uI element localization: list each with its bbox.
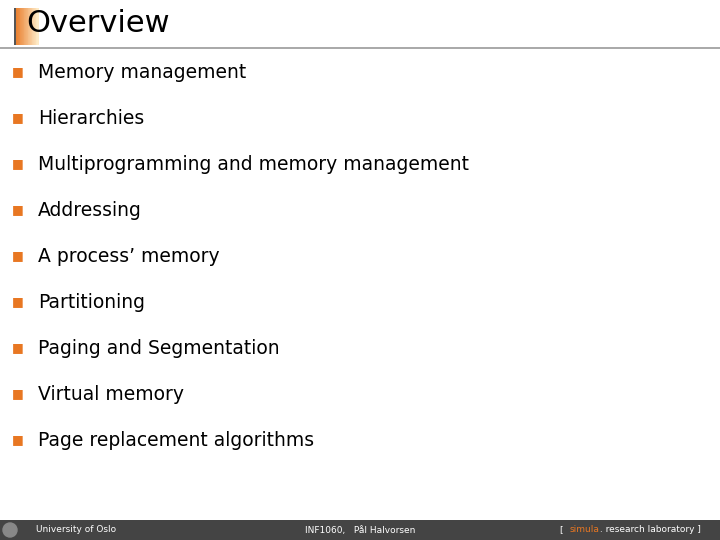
Text: ■: ■ xyxy=(12,111,24,125)
Text: ■: ■ xyxy=(12,434,24,447)
Circle shape xyxy=(3,523,17,537)
Bar xyxy=(23,8,24,45)
Text: [: [ xyxy=(559,525,566,535)
Bar xyxy=(22,8,23,45)
Text: ■: ■ xyxy=(12,249,24,262)
Bar xyxy=(25,8,27,45)
Bar xyxy=(32,8,34,45)
Bar xyxy=(31,8,32,45)
Text: Overview: Overview xyxy=(26,10,170,38)
Bar xyxy=(0,520,720,540)
Text: Virtual memory: Virtual memory xyxy=(38,384,184,403)
Bar xyxy=(17,8,19,45)
Bar xyxy=(27,8,28,45)
Bar xyxy=(34,8,35,45)
Bar xyxy=(24,8,26,45)
Text: . research laboratory ]: . research laboratory ] xyxy=(598,525,701,535)
Bar xyxy=(17,8,18,45)
Text: ■: ■ xyxy=(12,65,24,78)
Bar xyxy=(24,8,25,45)
Text: ■: ■ xyxy=(12,204,24,217)
Bar xyxy=(28,8,30,45)
Text: A process’ memory: A process’ memory xyxy=(38,246,220,266)
Text: Multiprogramming and memory management: Multiprogramming and memory management xyxy=(38,154,469,173)
Text: INF1060,   Pål Halvorsen: INF1060, Pål Halvorsen xyxy=(305,525,415,535)
Text: simula: simula xyxy=(570,525,599,535)
Text: Page replacement algorithms: Page replacement algorithms xyxy=(38,430,314,449)
Text: Hierarchies: Hierarchies xyxy=(38,109,144,127)
Bar xyxy=(20,8,22,45)
Bar xyxy=(14,8,15,45)
Text: Addressing: Addressing xyxy=(38,200,142,219)
Bar xyxy=(16,8,17,45)
Bar xyxy=(27,8,29,45)
Bar xyxy=(26,8,27,45)
Bar xyxy=(18,8,19,45)
Text: ■: ■ xyxy=(12,295,24,308)
Bar xyxy=(35,8,37,45)
Text: ■: ■ xyxy=(12,388,24,401)
Text: Partitioning: Partitioning xyxy=(38,293,145,312)
Bar xyxy=(30,8,31,45)
Text: University of Oslo: University of Oslo xyxy=(36,525,116,535)
Bar xyxy=(14,8,16,45)
Bar xyxy=(15,8,16,45)
Bar xyxy=(37,8,38,45)
Bar xyxy=(19,8,21,45)
Text: ■: ■ xyxy=(12,341,24,354)
Text: ■: ■ xyxy=(12,158,24,171)
Bar xyxy=(35,8,36,45)
Text: Paging and Segmentation: Paging and Segmentation xyxy=(38,339,279,357)
Bar xyxy=(33,8,35,45)
Bar xyxy=(32,8,33,45)
Bar xyxy=(19,8,20,45)
Text: Memory management: Memory management xyxy=(38,63,246,82)
Bar xyxy=(21,8,22,45)
